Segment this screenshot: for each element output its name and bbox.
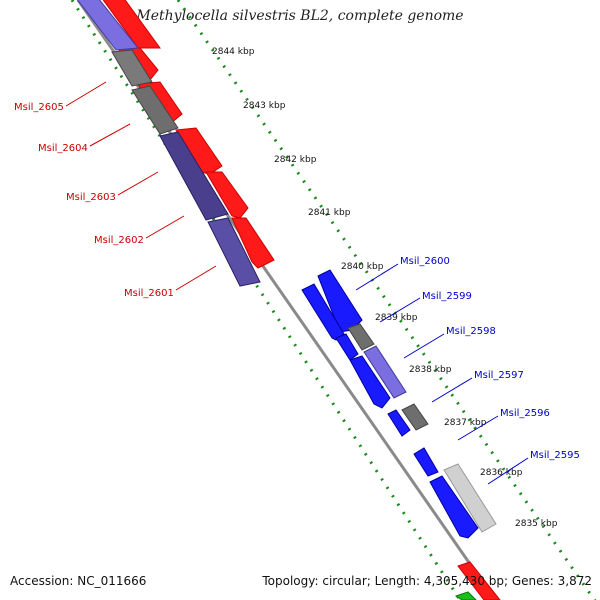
gene-label[interactable]: Msil_2596 bbox=[500, 408, 550, 419]
genome-summary-text: Topology: circular; Length: 4,305,430 bp… bbox=[262, 574, 592, 588]
leader-line bbox=[457, 415, 499, 441]
gene-label[interactable]: Msil_2598 bbox=[446, 326, 496, 337]
scale-label: 2842 kbp bbox=[274, 155, 317, 165]
gene-label[interactable]: Msil_2601 bbox=[124, 288, 174, 299]
leader-line bbox=[487, 457, 529, 485]
leader-line bbox=[65, 81, 107, 107]
scale-label: 2840 kbp bbox=[341, 262, 384, 272]
block-gray-2 bbox=[131, 85, 179, 135]
gene-label[interactable]: Msil_2605 bbox=[14, 102, 64, 113]
scale-label: 2843 kbp bbox=[243, 101, 286, 111]
leader-line bbox=[355, 263, 399, 291]
leader-line bbox=[379, 297, 421, 323]
gene-partial-bottom bbox=[457, 561, 501, 600]
inner-tick-track bbox=[70, 0, 462, 600]
reverse-block-track bbox=[347, 323, 497, 533]
gene-label[interactable]: Msil_2602 bbox=[94, 235, 144, 246]
gene-label[interactable]: Msil_2600 bbox=[400, 256, 450, 267]
gene-label[interactable]: Msil_2597 bbox=[474, 370, 524, 381]
block-purple-3 bbox=[207, 217, 261, 287]
leader-line bbox=[431, 377, 473, 403]
scale-label: 2837 kbp bbox=[444, 418, 487, 428]
leader-line bbox=[403, 333, 445, 359]
gene-msil-2597[interactable] bbox=[387, 409, 411, 437]
gene-label[interactable]: Msil_2599 bbox=[422, 291, 472, 302]
leader-line bbox=[145, 215, 185, 239]
scale-label: 2844 kbp bbox=[212, 47, 255, 57]
gene-partial-green bbox=[454, 591, 477, 600]
reverse-gene-track bbox=[301, 269, 479, 539]
scale-label: 2836 kbp bbox=[480, 468, 523, 478]
leader-line bbox=[117, 171, 159, 196]
gene-msil-2602[interactable] bbox=[205, 171, 249, 219]
gene-msil-2599[interactable] bbox=[335, 333, 359, 361]
reverse-gene-labels: Msil_2600 Msil_2599 Msil_2598 Msil_2597 … bbox=[355, 256, 580, 485]
scale-label: 2839 kbp bbox=[375, 313, 418, 323]
gene-msil-2606[interactable] bbox=[96, 0, 161, 49]
block-purple-1 bbox=[76, 0, 139, 51]
accession-text: Accession: NC_011666 bbox=[10, 574, 147, 588]
gene-msil-2601[interactable] bbox=[231, 217, 275, 269]
rev-block-gray-2 bbox=[401, 403, 429, 431]
leader-line bbox=[89, 123, 131, 147]
forward-gene-labels: Msil_2605 Msil_2604 Msil_2603 Msil_2602 … bbox=[14, 81, 217, 299]
rev-block-gray-1 bbox=[347, 323, 375, 351]
gene-label[interactable]: Msil_2603 bbox=[66, 192, 116, 203]
gene-msil-2596[interactable] bbox=[413, 447, 439, 477]
block-purple-2 bbox=[159, 131, 229, 221]
rev-block-light-1 bbox=[443, 463, 497, 533]
scale-label: 2838 kbp bbox=[409, 365, 452, 375]
map-title: Methylocella silvestris BL2, complete ge… bbox=[136, 8, 464, 24]
gene-label[interactable]: Msil_2604 bbox=[38, 143, 88, 154]
gene-msil-2595[interactable] bbox=[429, 475, 479, 539]
block-gray-1 bbox=[111, 49, 153, 87]
outer-tick-track bbox=[176, 0, 597, 600]
rev-block-purple-1 bbox=[363, 345, 407, 399]
forward-block-track bbox=[76, 0, 261, 287]
scale-label: 2841 kbp bbox=[308, 208, 351, 218]
scale-label: 2835 kbp bbox=[515, 519, 558, 529]
gene-label[interactable]: Msil_2595 bbox=[530, 450, 580, 461]
gene-msil-2598[interactable] bbox=[349, 355, 391, 409]
scale-labels: 2844 kbp 2843 kbp 2842 kbp 2841 kbp 2840… bbox=[212, 47, 558, 529]
leader-line bbox=[175, 265, 217, 291]
